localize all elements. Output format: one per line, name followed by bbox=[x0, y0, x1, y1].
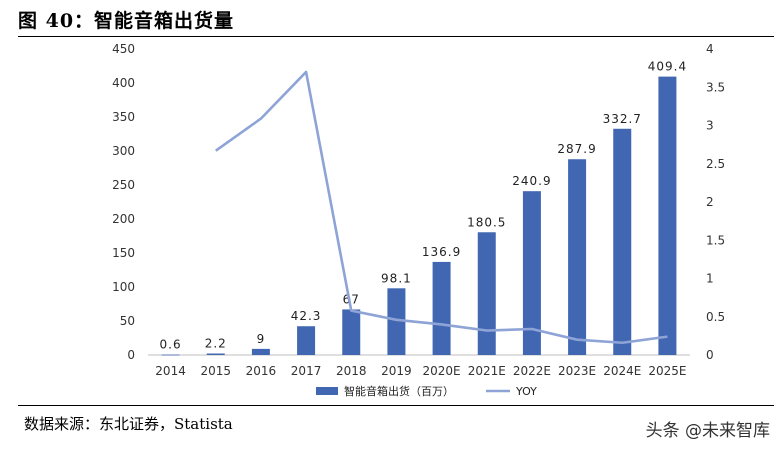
bar-2014 bbox=[161, 354, 180, 356]
y-left-tick-label: 350 bbox=[112, 110, 135, 124]
bar-value-label: 180.5 bbox=[467, 215, 506, 229]
bar-2021E bbox=[477, 232, 496, 355]
legend-label-yoy: YOY bbox=[515, 385, 537, 398]
y-left-tick-label: 200 bbox=[112, 212, 135, 226]
y-right-tick-label: 0.5 bbox=[706, 310, 725, 324]
bar-2018 bbox=[342, 309, 361, 355]
bar-2020E bbox=[432, 261, 451, 355]
x-tick-label: 2022E bbox=[513, 364, 551, 378]
bar-value-label: 0.6 bbox=[160, 338, 182, 352]
x-tick-label: 2019 bbox=[381, 364, 412, 378]
bar-value-label: 332.7 bbox=[603, 112, 642, 126]
bar-2024E bbox=[613, 128, 632, 355]
y-right-tick-label: 0 bbox=[706, 348, 714, 362]
x-tick-label: 2014 bbox=[155, 364, 186, 378]
legend-swatch-bars bbox=[316, 387, 338, 395]
y-left-tick-label: 100 bbox=[112, 280, 135, 294]
y-right-tick-label: 4 bbox=[706, 42, 714, 56]
x-tick-label: 2023E bbox=[558, 364, 596, 378]
bar-2017 bbox=[297, 326, 316, 355]
y-right-tick-label: 3 bbox=[706, 119, 714, 133]
bar-2016 bbox=[251, 348, 270, 355]
x-tick-label: 2020E bbox=[423, 364, 461, 378]
bar-value-label: 67 bbox=[343, 292, 360, 306]
y-right-tick-label: 1 bbox=[706, 272, 714, 286]
x-tick-label: 2021E bbox=[468, 364, 506, 378]
x-tick-label: 2015 bbox=[200, 364, 231, 378]
watermark: 头条 @未来智库 bbox=[645, 421, 770, 441]
y-left-tick-label: 250 bbox=[112, 178, 135, 192]
bar-2015 bbox=[206, 353, 225, 355]
bar-value-label: 240.9 bbox=[512, 174, 551, 188]
bar-2022E bbox=[522, 191, 541, 355]
y-right-tick-label: 3.5 bbox=[706, 80, 725, 94]
y-right-tick-label: 1.5 bbox=[706, 233, 725, 247]
bar-value-label: 287.9 bbox=[557, 142, 596, 156]
bar-value-label: 9 bbox=[257, 332, 266, 346]
x-tick-label: 2016 bbox=[246, 364, 277, 378]
bar-value-label: 98.1 bbox=[381, 271, 412, 285]
bar-2023E bbox=[568, 159, 587, 355]
y-left-tick-label: 450 bbox=[112, 42, 135, 56]
y-right-tick-label: 2.5 bbox=[706, 157, 725, 171]
figure-title: 图 40：智能音箱出货量 bbox=[18, 10, 235, 32]
x-tick-label: 2018 bbox=[336, 364, 367, 378]
bar-2019 bbox=[387, 288, 406, 355]
y-left-tick-label: 50 bbox=[120, 314, 135, 328]
y-left-tick-label: 400 bbox=[112, 76, 135, 90]
x-tick-label: 2024E bbox=[603, 364, 641, 378]
yoy-line bbox=[214, 70, 668, 345]
y-left-tick-label: 0 bbox=[127, 348, 135, 362]
bar-value-label: 409.4 bbox=[648, 60, 687, 74]
y-right-tick-label: 2 bbox=[706, 195, 714, 209]
title-rule bbox=[18, 36, 774, 37]
source-rule bbox=[18, 405, 774, 406]
bar-2025E bbox=[658, 76, 677, 355]
bar-value-label: 42.3 bbox=[291, 309, 322, 323]
legend-label-bars: 智能音箱出货（百万） bbox=[344, 384, 454, 398]
y-left-tick-label: 300 bbox=[112, 144, 135, 158]
source-note: 数据来源：东北证券，Statista bbox=[24, 415, 233, 433]
x-tick-label: 2017 bbox=[291, 364, 322, 378]
bar-value-label: 2.2 bbox=[205, 337, 227, 351]
bar-value-label: 136.9 bbox=[422, 245, 461, 259]
x-tick-label: 2025E bbox=[648, 364, 686, 378]
y-left-tick-label: 150 bbox=[112, 246, 135, 260]
